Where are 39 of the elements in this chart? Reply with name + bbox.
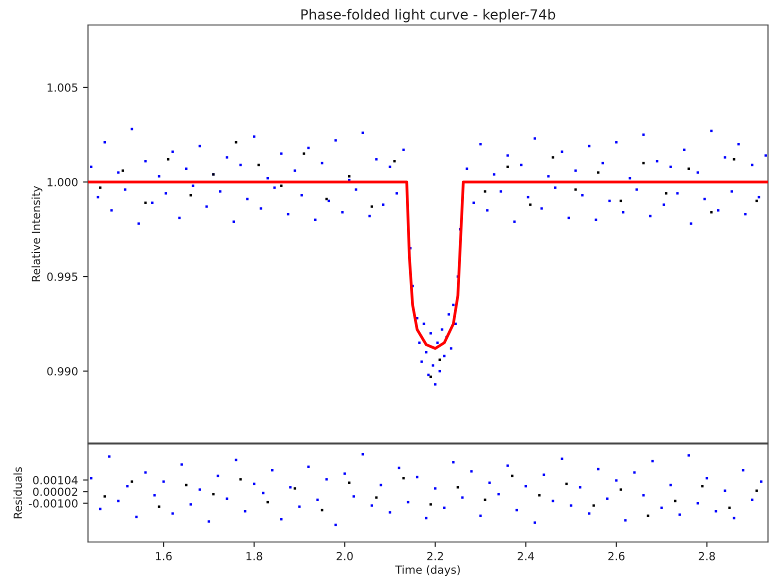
point [755,200,758,202]
y-axis-title: Residuals [13,467,22,518]
point [574,188,577,191]
y-axis-title: Relative Intensity [32,186,42,282]
x-tick-label: 2.4 [518,552,534,560]
point [320,508,324,512]
point [158,505,160,508]
y-tick-label: 1.005 [48,83,78,92]
point [529,203,532,206]
y-tick-label: 0.00104 [33,476,78,484]
point [370,205,374,208]
point [506,166,509,168]
line-series [88,180,768,350]
x-tick-label: 1.6 [156,552,172,560]
y-tick-label: 0.990 [47,367,78,376]
point [620,200,622,202]
x-tick-label: 1.8 [246,552,262,560]
point [375,496,378,499]
point [664,192,668,195]
y-tick-label: -0.00100 [28,499,78,508]
point [620,488,622,491]
y-tick-label: 1.000 [48,178,78,186]
point [294,487,296,490]
y-tick-label: 0.995 [47,272,78,281]
point [402,476,405,480]
point [701,484,704,488]
x-tick-label: 2.6 [608,552,624,560]
point [130,480,134,483]
point [239,478,242,481]
point [212,492,215,496]
x-tick-label: 2.2 [427,552,443,560]
x-tick-label: 2.0 [336,552,353,560]
point [122,169,124,172]
y-tick-label: 0.00002 [33,488,78,496]
point [456,486,460,489]
chart-title: Phase-folded light curve - kepler-74b [301,8,556,22]
point [302,152,306,155]
x-axis-title: Time (days) [395,565,460,576]
x-tick-label: 2.8 [698,552,715,560]
